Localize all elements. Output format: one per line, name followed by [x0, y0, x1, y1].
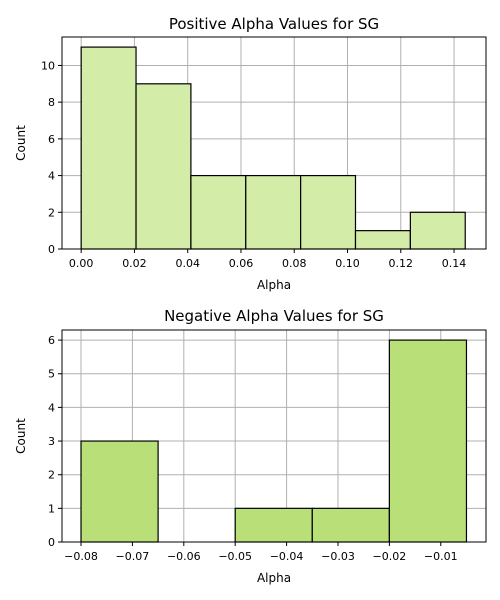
negative-alpha-histogram: −0.08 −0.07 −0.06 −0.05 −0.04 −0.03 −0.02 −0.01…: [14, 307, 487, 585]
x-tick-label: 0.02: [122, 257, 147, 270]
x-tick-label: −0.08: [64, 550, 98, 563]
x-tick-label: 0.12: [389, 257, 414, 270]
histogram-bar: [311, 507, 390, 543]
y-tick-label: 4: [48, 401, 55, 414]
plot-frame: [61, 36, 487, 250]
y-tick-label: 1: [48, 502, 55, 515]
x-tick-label: −0.07: [116, 550, 150, 563]
histogram-bar: [388, 339, 468, 543]
histogram-bar: [80, 46, 137, 250]
x-axis-label: Alpha: [257, 278, 291, 292]
x-tick-label: 0.04: [175, 257, 200, 270]
y-axis-label: Count: [14, 125, 28, 161]
x-tick-label: −0.06: [167, 550, 201, 563]
chart-title: Negative Alpha Values for SG: [164, 307, 384, 325]
x-tick-label: 0.08: [282, 257, 307, 270]
x-tick-label: −0.01: [424, 550, 458, 563]
histogram-bar: [135, 83, 192, 250]
x-axis-label: Alpha: [257, 571, 291, 585]
y-tick-label: 10: [41, 59, 55, 72]
positive-alpha-histogram: 0.00 0.02 0.04 0.06 0.08 0.10 0.12 0.140246810 …: [14, 15, 487, 292]
y-tick-label: 8: [48, 96, 55, 109]
y-tick-label: 6: [48, 133, 55, 146]
y-tick-label: 6: [48, 334, 55, 347]
histogram-bar: [245, 174, 302, 250]
histogram-bar: [409, 211, 466, 250]
y-tick-label: 3: [48, 435, 55, 448]
y-tick-label: 0: [48, 243, 55, 256]
y-axis-label: Count: [14, 418, 28, 454]
y-tick-label: 4: [48, 170, 55, 183]
x-tick-label: −0.05: [218, 550, 252, 563]
histogram-bar: [354, 230, 411, 250]
histogram-bar: [80, 440, 159, 543]
x-tick-label: 0.06: [229, 257, 254, 270]
y-tick-label: 0: [48, 536, 55, 549]
x-tick-label: −0.03: [321, 550, 355, 563]
y-tick-label: 2: [48, 206, 55, 219]
y-tick-label: 2: [48, 469, 55, 482]
y-tick-label: 5: [48, 368, 55, 381]
x-tick-label: −0.04: [270, 550, 304, 563]
histogram-bar: [234, 507, 313, 543]
plot-frame: [61, 329, 487, 543]
x-tick-label: 0.14: [442, 257, 467, 270]
histogram-bar: [300, 174, 357, 250]
histogram-bar: [190, 174, 247, 250]
x-tick-label: 0.00: [69, 257, 94, 270]
x-tick-label: −0.02: [373, 550, 407, 563]
chart-title: Positive Alpha Values for SG: [169, 15, 379, 33]
x-tick-label: 0.10: [335, 257, 360, 270]
